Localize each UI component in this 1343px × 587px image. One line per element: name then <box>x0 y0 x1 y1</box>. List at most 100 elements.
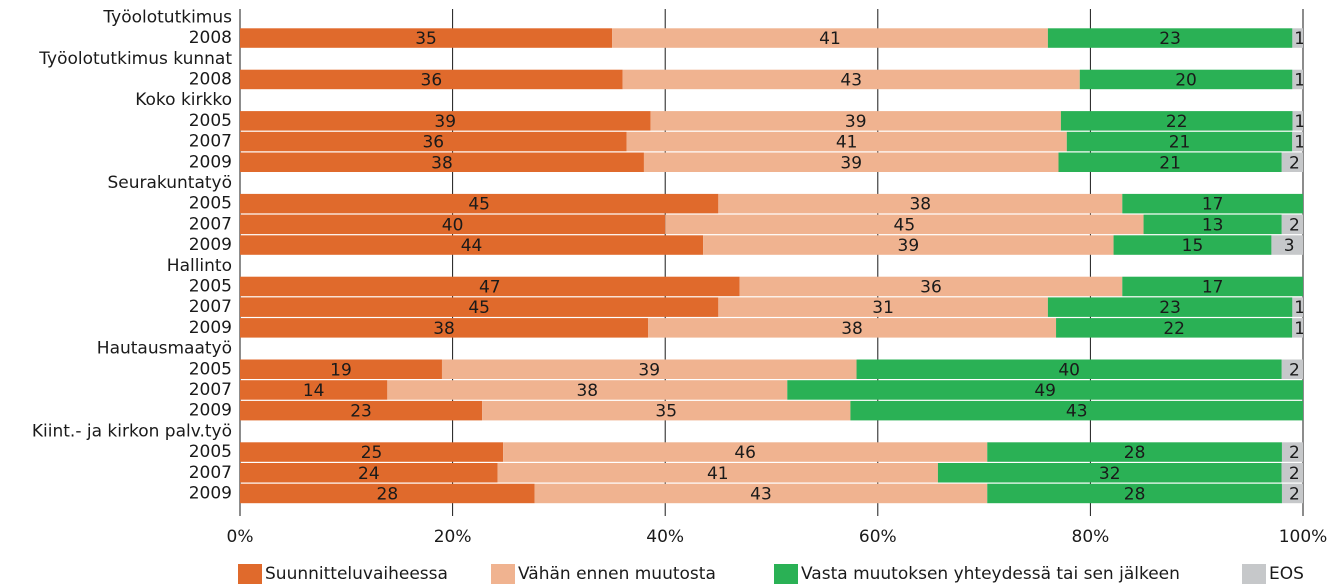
data-label: 44 <box>461 236 483 256</box>
bar-segment <box>856 359 1282 379</box>
bar-segment <box>240 318 649 338</box>
data-label: 28 <box>1124 443 1146 463</box>
data-label: 38 <box>576 381 598 401</box>
data-label: 38 <box>433 319 455 339</box>
row-label: 2009 <box>189 235 232 255</box>
bar-segment <box>643 152 1059 172</box>
bar-segment <box>850 400 1303 421</box>
group-label: Hallinto <box>167 256 232 276</box>
row-label: 2007 <box>189 380 232 400</box>
data-label: 1 <box>1294 112 1305 132</box>
data-label: 23 <box>1159 29 1181 49</box>
legend-item-series-2: Vasta muutoksen yhteydessä tai sen jälke… <box>774 562 1180 586</box>
bar-segment <box>622 69 1080 90</box>
data-label: 41 <box>707 464 729 484</box>
row-label: 2008 <box>189 69 232 89</box>
bar-segment <box>1292 111 1303 131</box>
bar-segment <box>1122 276 1303 297</box>
bar-segment <box>1281 463 1303 483</box>
legend-label-series-3: EOS <box>1269 564 1304 584</box>
row-label: 2009 <box>189 401 232 421</box>
data-label: 45 <box>468 195 490 215</box>
bar-segment <box>1056 318 1293 338</box>
legend: Suunnitteluvaiheessa Vähän ennen muutost… <box>0 562 1343 586</box>
bar-segment <box>1047 28 1293 48</box>
group-label: Työolotutkimus <box>102 7 232 27</box>
data-label: 17 <box>1202 195 1224 215</box>
row-label: 2005 <box>189 442 232 462</box>
data-label: 47 <box>479 277 501 297</box>
bar-segment <box>1281 359 1303 379</box>
bars: 35 41 23 136 43 20 139 39 22 136 41 21 138 39 21 245 38 1… <box>240 28 1305 504</box>
data-label: 43 <box>1066 402 1088 422</box>
bar-segment <box>1066 131 1293 152</box>
data-label: 40 <box>442 215 464 235</box>
data-label: 22 <box>1166 112 1188 132</box>
gridlines <box>239 9 1304 516</box>
bar-segment <box>240 442 504 462</box>
x-tick-label: 40% <box>646 527 684 547</box>
data-label: 2 <box>1289 215 1300 235</box>
bar-segment <box>718 193 1123 214</box>
data-label: 1 <box>1294 133 1305 153</box>
legend-swatch-series-2 <box>774 564 798 584</box>
bar-segment <box>1292 131 1303 152</box>
data-label: 28 <box>1124 484 1146 504</box>
bar-segment <box>387 380 788 400</box>
bar-segment <box>1271 235 1303 255</box>
data-label: 25 <box>361 443 383 463</box>
data-label: 36 <box>422 133 444 153</box>
data-label: 1 <box>1294 319 1305 339</box>
bar-segment <box>1122 193 1303 214</box>
data-label: 1 <box>1294 70 1305 90</box>
legend-swatch-series-3 <box>1242 564 1266 584</box>
bar-segment <box>626 131 1067 152</box>
data-label: 39 <box>434 112 456 132</box>
bar-segment <box>1113 235 1272 255</box>
bar-segment <box>240 359 442 379</box>
legend-label-series-0: Suunnitteluvaiheessa <box>265 564 448 584</box>
bar-segment <box>482 400 851 421</box>
data-label: 15 <box>1182 236 1204 256</box>
data-label: 14 <box>303 381 325 401</box>
row-label: 2005 <box>189 276 232 296</box>
legend-swatch-series-0 <box>238 564 262 584</box>
x-tick-label: 100% <box>1279 527 1328 547</box>
bar-segment <box>1281 483 1303 504</box>
bar-segment <box>240 380 388 400</box>
bar-segment <box>240 131 627 152</box>
group-label: Hautausmaatyö <box>97 339 232 359</box>
bar-segment <box>648 318 1057 338</box>
bar-segment <box>987 442 1282 462</box>
legend-label-series-1: Vähän ennen muutosta <box>518 564 716 584</box>
legend-item-series-1: Vähän ennen muutosta <box>491 562 716 586</box>
bar-segment <box>739 276 1123 297</box>
data-label: 35 <box>655 402 677 422</box>
data-label: 36 <box>920 277 942 297</box>
legend-swatch-series-1 <box>491 564 515 584</box>
data-label: 2 <box>1289 484 1300 504</box>
bar-segment <box>240 235 704 255</box>
data-label: 2 <box>1289 360 1300 380</box>
bar-segment <box>1060 111 1293 131</box>
bar-segment <box>534 483 988 504</box>
row-label: 2007 <box>189 132 232 152</box>
data-label: 39 <box>845 112 867 132</box>
data-label: 45 <box>468 298 490 318</box>
bar-segment <box>240 463 498 483</box>
x-axis-ticks: 0% 20% 40% 60% 80% 100% <box>227 527 1328 547</box>
data-label: 43 <box>750 484 772 504</box>
data-label: 31 <box>872 298 894 318</box>
x-tick-label: 60% <box>859 527 897 547</box>
data-label: 39 <box>840 153 862 173</box>
data-label: 1 <box>1294 29 1305 49</box>
data-label: 38 <box>909 195 931 215</box>
row-label: 2009 <box>189 152 232 172</box>
row-label: 2007 <box>189 214 232 234</box>
bar-segment <box>665 214 1144 235</box>
bar-segment <box>441 359 857 379</box>
data-label: 22 <box>1163 319 1185 339</box>
data-label: 35 <box>415 29 437 49</box>
bar-segment <box>1143 214 1282 235</box>
